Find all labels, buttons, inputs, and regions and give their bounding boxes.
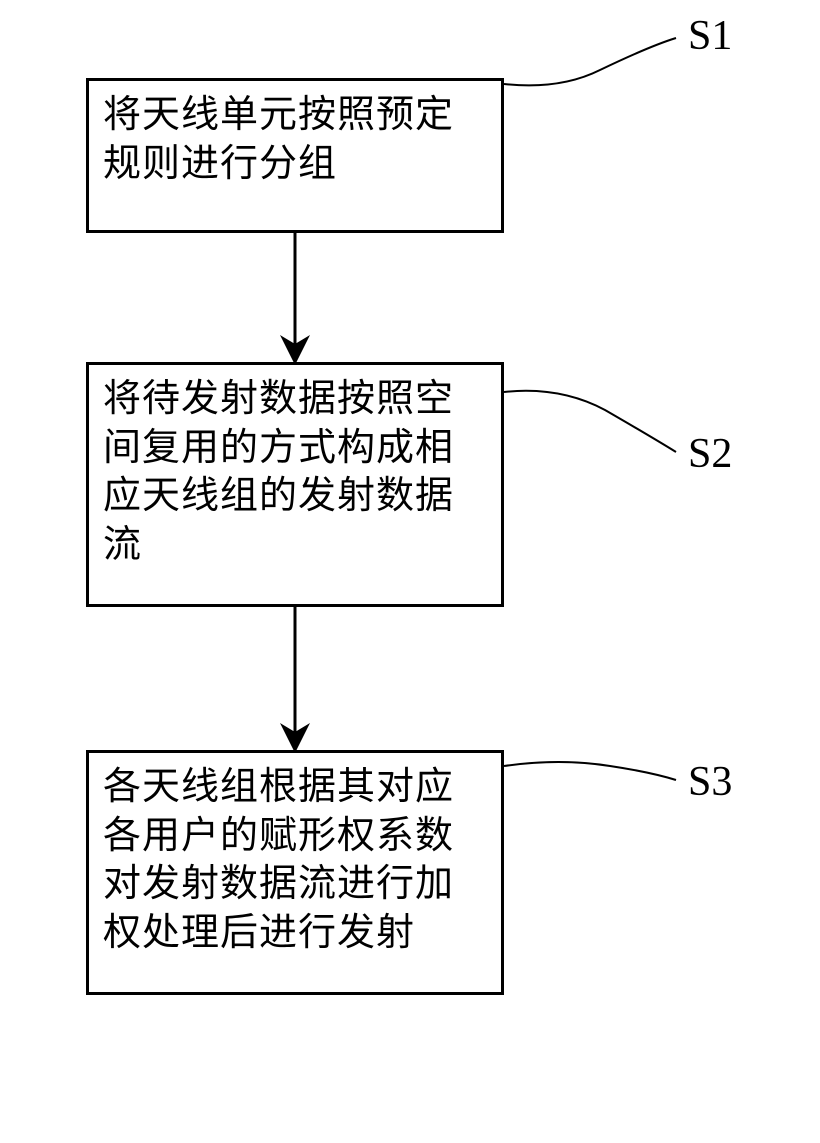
flow-node-s2-line3: 应天线组的发射数据 <box>103 472 487 521</box>
flow-node-s3-line3: 对发射数据流进行加 <box>103 860 487 909</box>
step-label-s1: S1 <box>688 12 732 60</box>
leader-s2 <box>504 391 676 452</box>
flow-node-s2-line4: 流 <box>103 521 487 570</box>
leader-s1 <box>504 38 676 85</box>
flow-node-s1-line2: 规则进行分组 <box>103 140 487 189</box>
flow-node-s1: 将天线单元按照预定 规则进行分组 <box>86 78 504 233</box>
flow-node-s2-line1: 将待发射数据按照空 <box>103 375 487 424</box>
flow-node-s3-line2: 各用户的赋形权系数 <box>103 812 487 861</box>
flow-node-s2-line2: 间复用的方式构成相 <box>103 424 487 473</box>
step-label-s3: S3 <box>688 758 732 806</box>
flow-node-s3-line1: 各天线组根据其对应 <box>103 763 487 812</box>
flow-node-s3: 各天线组根据其对应 各用户的赋形权系数 对发射数据流进行加 权处理后进行发射 <box>86 750 504 995</box>
flowchart-canvas: 将天线单元按照预定 规则进行分组 将待发射数据按照空 间复用的方式构成相 应天线… <box>0 0 820 1143</box>
leader-s3 <box>504 762 676 780</box>
flow-node-s3-line4: 权处理后进行发射 <box>103 909 487 958</box>
step-label-s2: S2 <box>688 430 732 478</box>
flow-node-s1-line1: 将天线单元按照预定 <box>103 91 487 140</box>
flow-node-s2: 将待发射数据按照空 间复用的方式构成相 应天线组的发射数据 流 <box>86 362 504 607</box>
